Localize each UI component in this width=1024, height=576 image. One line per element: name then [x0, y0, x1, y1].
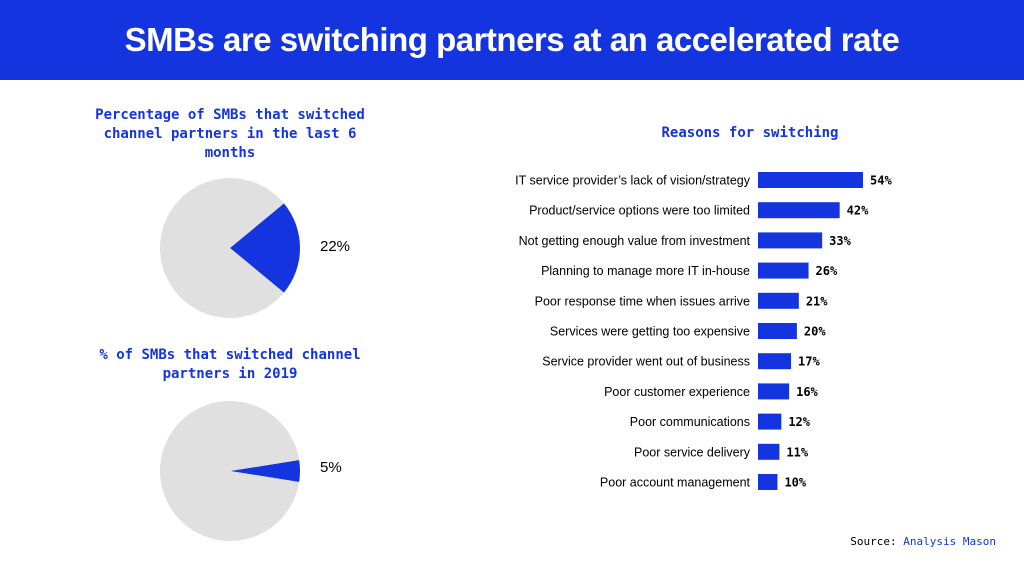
- pie-2-title: % of SMBs that switched channel partners…: [99, 347, 361, 382]
- bar: [758, 474, 778, 490]
- bar-value-label: 16%: [796, 385, 818, 399]
- pie-2-slice-0: [230, 460, 300, 482]
- bar-value-label: 42%: [847, 204, 869, 218]
- bar: [758, 323, 797, 339]
- bar-category-label: Poor customer experience: [604, 385, 750, 399]
- bar: [758, 413, 782, 430]
- bar: [758, 232, 823, 249]
- source-label: Source:: [850, 535, 897, 548]
- bar: [758, 262, 809, 279]
- source-name: Analysis Mason: [903, 535, 996, 548]
- bar-category-label: Poor response time when issues arrive: [535, 294, 750, 308]
- bar: [758, 353, 792, 370]
- pie-1-slice-1: [160, 178, 284, 318]
- pie-2-slice-label: 5%: [320, 459, 342, 476]
- bar-value-label: 20%: [804, 325, 826, 339]
- bar: [758, 443, 780, 460]
- bar-category-label: Poor communications: [630, 415, 750, 429]
- bar-value-label: 33%: [829, 234, 851, 248]
- bar-category-label: Poor service delivery: [634, 445, 751, 459]
- header-banner: SMBs are switching partners at an accele…: [0, 0, 1024, 80]
- bar-category-label: IT service provider’s lack of vision/str…: [515, 174, 751, 188]
- bar-value-label: 26%: [816, 264, 838, 278]
- pie-1-slice-0: [230, 203, 300, 293]
- bar-value-label: 12%: [788, 415, 810, 429]
- pie-1-title: Percentage of SMBs that switched channel…: [95, 107, 365, 161]
- bar-category-label: Not getting enough value from investment: [519, 234, 751, 248]
- bar-value-label: 17%: [798, 355, 820, 369]
- bar-category-label: Service provider went out of business: [542, 355, 750, 369]
- bar-category-label: Poor account management: [600, 476, 751, 490]
- source-note: Source: Analysis Mason: [850, 535, 996, 548]
- bar-value-label: 54%: [870, 174, 892, 188]
- bar-category-label: Services were getting too expensive: [550, 325, 750, 339]
- page-title: SMBs are switching partners at an accele…: [124, 21, 900, 58]
- bar-value-label: 10%: [784, 476, 806, 490]
- pie-2-slice-1: [160, 401, 300, 541]
- bar-chart-title: Reasons for switching: [661, 125, 839, 141]
- bar-value-label: 11%: [786, 445, 808, 459]
- bar-category-label: Planning to manage more IT in-house: [541, 264, 750, 278]
- bar: [758, 202, 840, 219]
- bar-value-label: 21%: [806, 294, 828, 308]
- pie-chart-2019: [160, 401, 300, 541]
- pie-1-slice-label: 22%: [320, 238, 351, 255]
- bar: [758, 383, 790, 400]
- bar: [758, 292, 799, 309]
- pie-chart-recent: [160, 178, 300, 318]
- bar: [758, 172, 863, 188]
- bar-category-label: Product/service options were too limited: [529, 204, 750, 218]
